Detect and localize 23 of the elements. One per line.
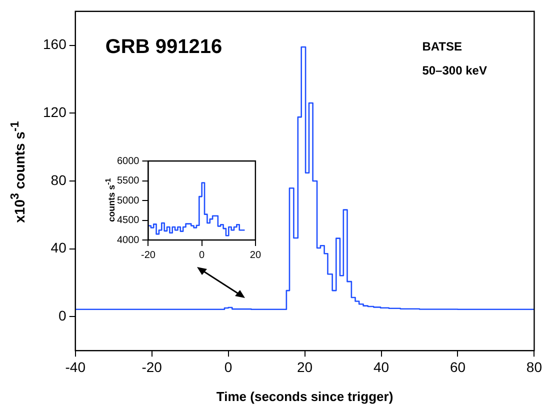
- x-tick-label: -20: [141, 250, 156, 261]
- x-tick-label: 20: [296, 358, 313, 375]
- y-tick-label: 5000: [116, 195, 140, 206]
- annotation: 50–300 keV: [422, 64, 487, 78]
- x-tick-label: 0: [224, 358, 232, 375]
- text: GRB 991216: [105, 36, 222, 58]
- y-tick-label: 120: [43, 104, 67, 120]
- y-tick-label: 4000: [116, 234, 140, 246]
- x-tick-label: -40: [65, 358, 86, 375]
- y-tick-label: 4500: [116, 215, 140, 226]
- y-tick-label: 6000: [116, 156, 140, 167]
- annotation: BATSE: [422, 40, 462, 54]
- x-tick-label: 80: [526, 358, 542, 375]
- x-tick-label: 60: [450, 358, 466, 375]
- x-axis-title: Time (seconds since trigger): [216, 388, 394, 404]
- y-tick-label: 80: [50, 172, 67, 188]
- x-tick-label: 0: [199, 250, 206, 261]
- y-tick-label: 0: [58, 308, 67, 324]
- x-tick-label: 40: [373, 358, 390, 375]
- x-tick-label: 20: [250, 250, 262, 261]
- x-tick-label: -20: [142, 358, 162, 375]
- y-tick-label: 5500: [116, 176, 140, 186]
- y-tick-label: 160: [43, 36, 67, 52]
